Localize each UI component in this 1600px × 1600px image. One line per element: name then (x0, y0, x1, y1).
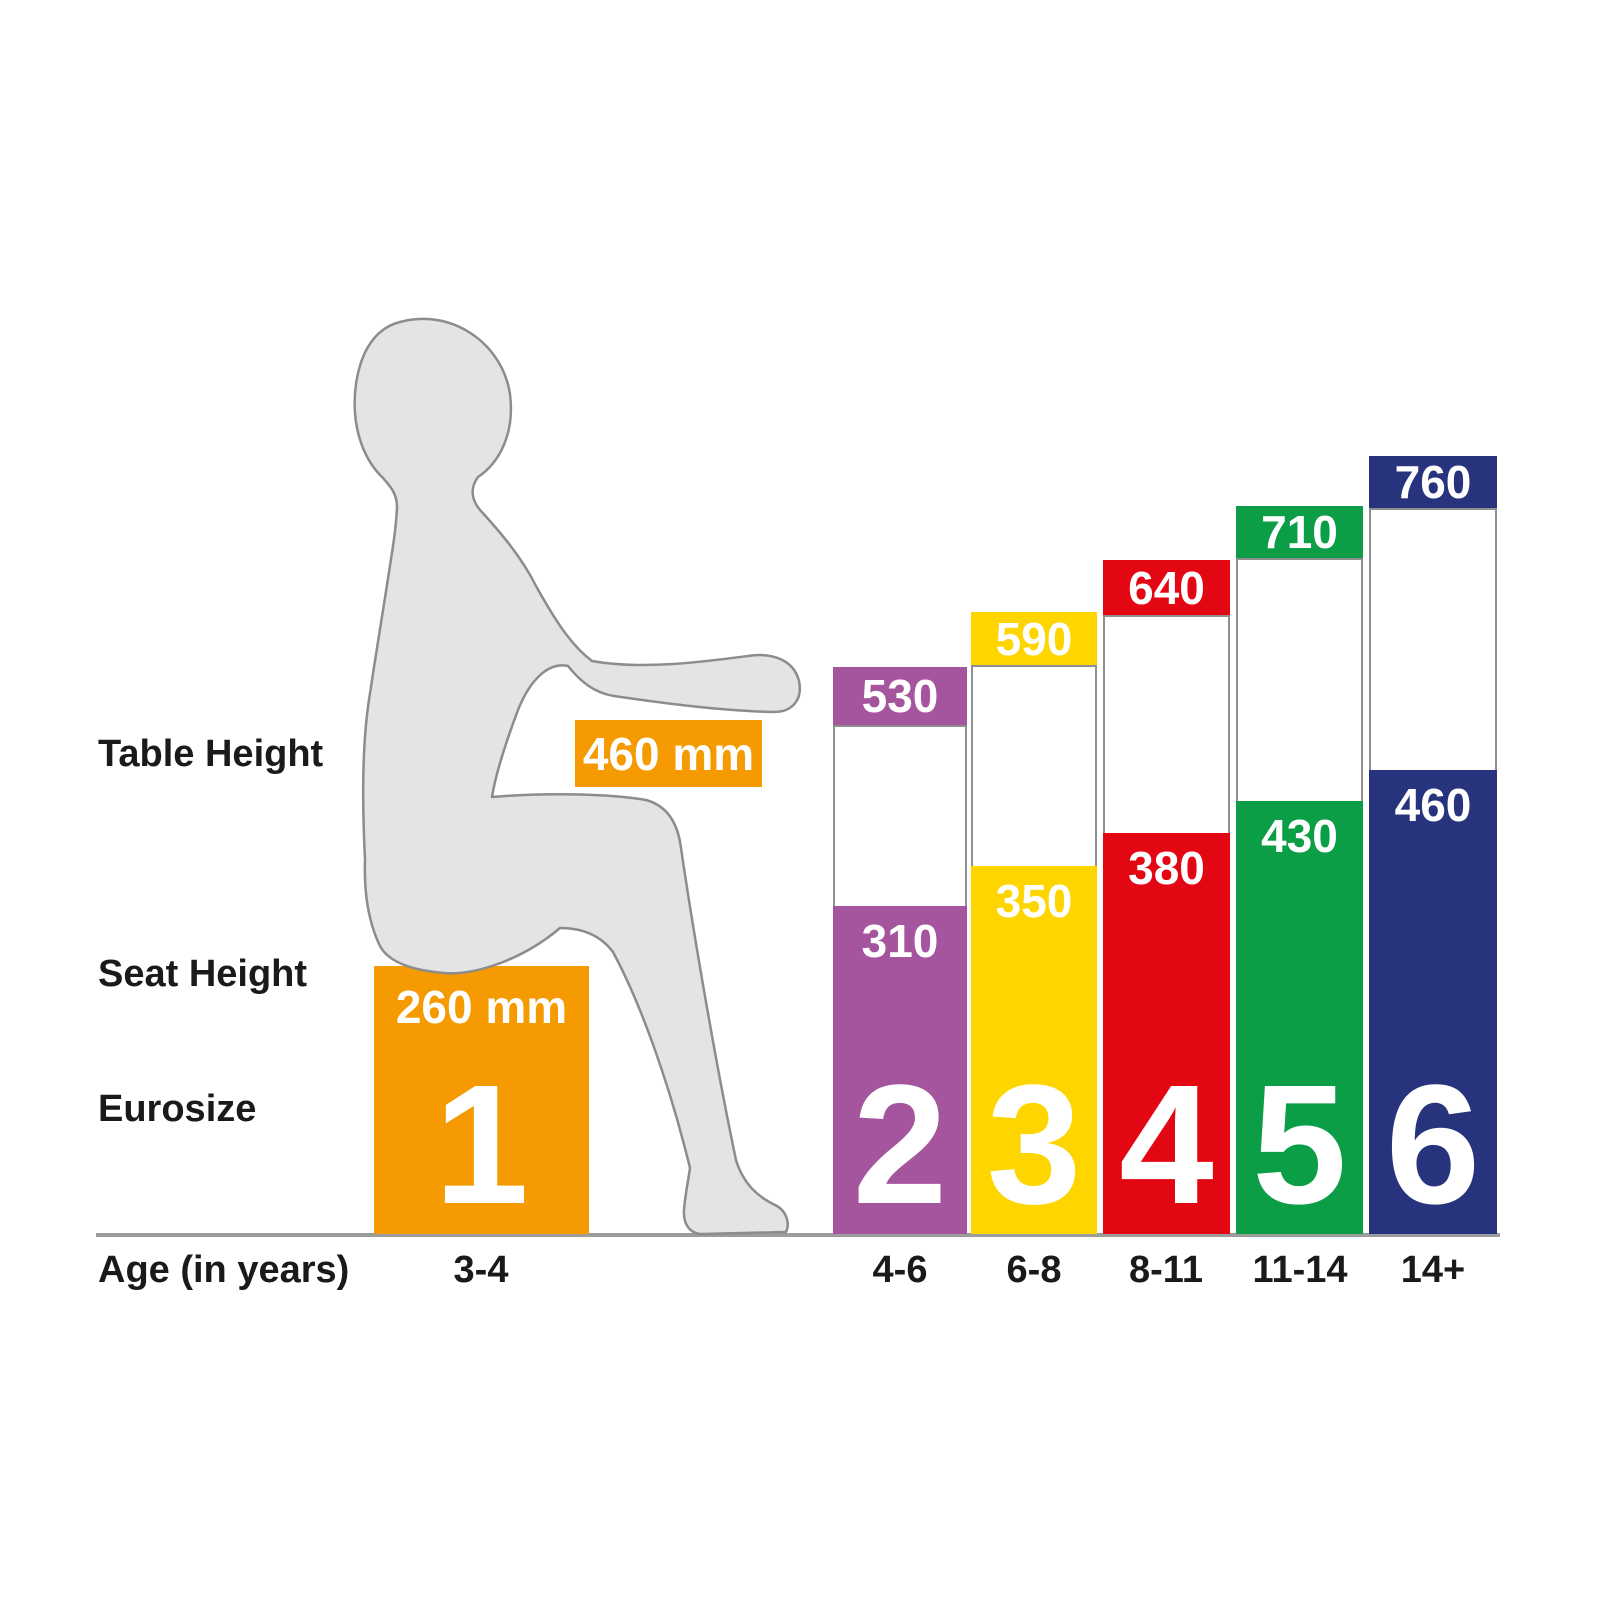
table-height-value-2: 530 (861, 670, 939, 722)
age-value-4: 8-11 (1129, 1249, 1203, 1291)
column-gap-4 (1103, 615, 1230, 833)
seat-height-value-1: 260 mm (395, 981, 568, 1033)
eurosize-digit-2: 2 (852, 1050, 948, 1240)
seat-block-4: 380 (1103, 833, 1230, 1234)
age-value-5: 11-14 (1252, 1249, 1348, 1291)
column-gap-2 (833, 725, 967, 906)
table-height-value-3: 590 (995, 612, 1073, 665)
seat-height-label: Seat Height (98, 953, 308, 995)
eurosize-digit-3: 3 (986, 1050, 1082, 1240)
seat-block-3: 350 (971, 866, 1097, 1234)
seat-height-value-4: 380 (1128, 842, 1205, 894)
age-value-1: 3-4 (453, 1249, 509, 1291)
eurosize-digit-1: 1 (434, 1050, 529, 1240)
table-height-value-4: 640 (1128, 561, 1205, 614)
eurosize-digit-5: 5 (1252, 1050, 1347, 1240)
age-value-6: 14+ (1400, 1249, 1466, 1291)
column-gap-3 (971, 665, 1097, 866)
seat-height-value-2: 310 (861, 915, 939, 967)
column-gap-5 (1236, 558, 1363, 801)
seat-block-6: 460 (1369, 770, 1497, 1234)
age-value-2: 4-6 (872, 1249, 928, 1291)
seat-height-value-3: 350 (995, 875, 1073, 927)
seat-height-value-5: 430 (1261, 810, 1338, 862)
age-value-3: 6-8 (1006, 1249, 1062, 1291)
eurosize-digit-6: 6 (1385, 1050, 1481, 1240)
table-band-4: 640 (1103, 560, 1230, 615)
table-height-value-1: 460 mm (582, 727, 755, 780)
eurosize-digit-4: 4 (1119, 1050, 1214, 1240)
eurosize-label: Eurosize (98, 1088, 257, 1130)
table-height-value-5: 710 (1261, 506, 1338, 558)
seat-height-value-6: 460 (1394, 779, 1472, 831)
table-band-6: 760 (1369, 456, 1497, 508)
table-height-value-6: 760 (1394, 456, 1472, 508)
table-band-2: 530 (833, 667, 967, 725)
table-band-3: 590 (971, 612, 1097, 665)
seat-block-5: 430 (1236, 801, 1363, 1234)
column-gap-6 (1369, 508, 1497, 770)
table-height-label: Table Height (98, 733, 324, 775)
table-height-box-1: 460 mm (575, 720, 762, 787)
age-axis-label: Age (in years) (98, 1249, 350, 1291)
seat-block-2: 310 (833, 906, 967, 1234)
table-band-5: 710 (1236, 506, 1363, 558)
